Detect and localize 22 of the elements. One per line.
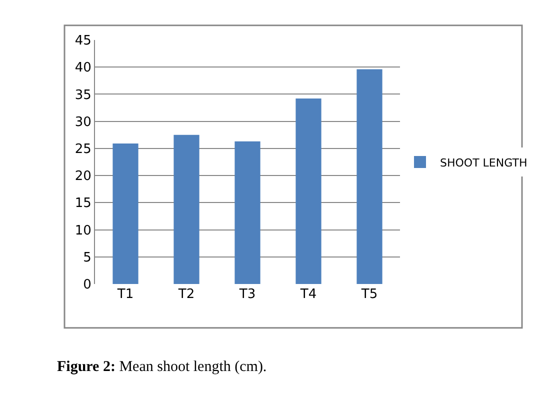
- y-tick-label: 25: [74, 142, 92, 157]
- bar: [174, 134, 200, 284]
- x-tick-label: T1: [116, 287, 134, 302]
- bar: [296, 98, 322, 284]
- y-tick-label: 40: [74, 60, 92, 76]
- bar: [112, 144, 138, 284]
- y-tick-label: 0: [83, 278, 92, 293]
- y-tick-label: 10: [74, 223, 92, 238]
- y-tick-label: 35: [74, 88, 92, 103]
- x-tick-label: T4: [299, 287, 317, 302]
- legend-label: SHOOT LENGTH: [440, 156, 528, 170]
- x-tick-label: T5: [360, 287, 378, 302]
- y-tick-label: 5: [83, 250, 92, 266]
- bar: [356, 69, 382, 284]
- y-tick-label: 20: [74, 169, 92, 184]
- y-tick-label: 30: [74, 114, 92, 130]
- y-tick-label: 15: [74, 196, 92, 212]
- y-tick-label: 45: [74, 34, 92, 49]
- bar: [234, 141, 260, 284]
- caption: Figure 2: Mean shoot length (cm).: [57, 359, 267, 375]
- x-tick-label: T2: [177, 287, 195, 302]
- x-tick-label: T3: [238, 287, 256, 302]
